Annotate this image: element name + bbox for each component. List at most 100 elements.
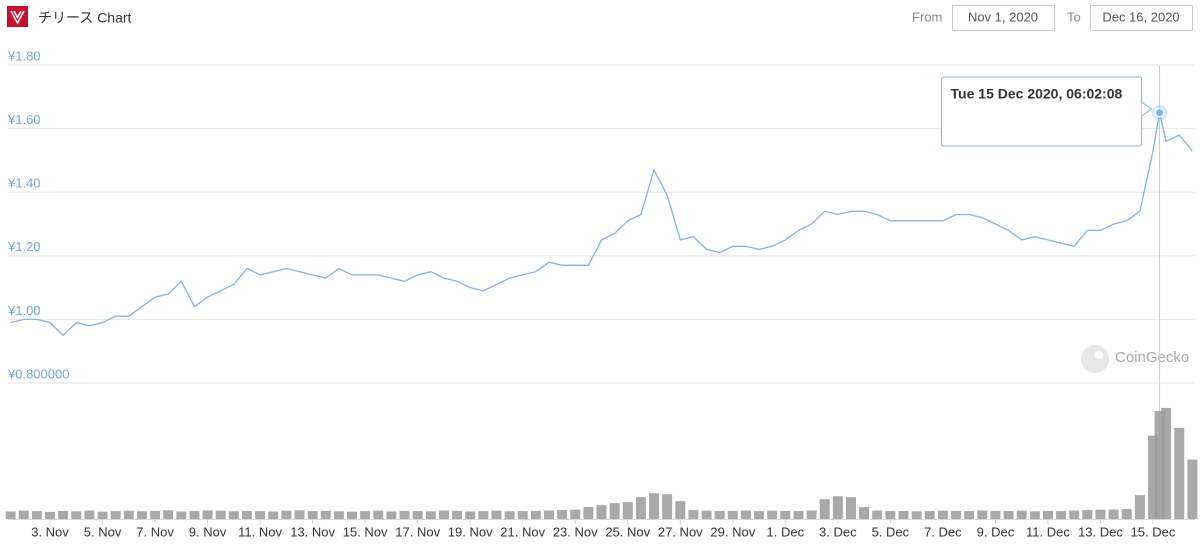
volume-bar [1029,511,1040,519]
volume-bar [530,510,541,519]
volume-bar [491,510,502,519]
volume-bar [714,511,725,519]
volume-bar [1134,495,1145,519]
logo-mark [10,10,25,25]
volume-bar [399,510,410,519]
x-tick-label: 13. Nov [290,524,335,539]
volume-bar [951,510,962,519]
x-tick-label: 23. Nov [553,524,598,539]
volume-bar [1161,407,1172,519]
from-input[interactable] [952,5,1055,31]
x-tick-label: 27. Nov [658,524,703,539]
x-tick-label: 15. Dec [1131,524,1176,539]
x-tick-label: 7. Nov [136,524,174,539]
y-tick-label: ¥1.40 [7,176,41,191]
volume-bar [412,511,423,519]
volume-bar [18,510,29,519]
watermark-icon-eye [1095,351,1103,359]
volume-bar [635,497,646,519]
x-tick-label: 25. Nov [605,524,650,539]
volume-bar [425,511,436,519]
volume-bar [71,511,82,519]
x-tick-label: 21. Nov [500,524,545,539]
volume-bar [543,510,554,519]
volume-bar [1016,510,1027,519]
x-tick-label: 13. Dec [1078,524,1123,539]
x-tick-label: 9. Dec [977,524,1015,539]
volume-bar [97,511,108,519]
from-date[interactable]: Nov 1, 2020 [968,9,1038,24]
volume-bar [320,510,331,519]
volume-bar [241,510,252,519]
x-tick-label: 29. Nov [710,524,755,539]
x-tick-label: 15. Nov [343,524,388,539]
volume-bar [1147,435,1158,519]
volume-bar [123,510,134,519]
volume-bar [110,511,121,519]
volume-bar [649,493,660,519]
to-label: To [1067,9,1081,24]
y-tick-label: ¥1.00 [7,303,41,318]
volume-bar [58,510,69,519]
volume-bar [504,511,515,519]
volume-bar [845,497,856,519]
y-tick-label: ¥1.20 [7,239,41,254]
volume-bar [872,510,883,519]
hover-point [1155,108,1165,118]
volume-bar [517,511,528,519]
x-tick-label: 17. Nov [395,524,440,539]
volume-bar [977,510,988,519]
volume-bar [386,511,397,519]
volume-bar [1069,510,1080,519]
x-tick-label: 11. Dec [1026,524,1070,539]
volume-bar [1095,509,1106,519]
volume-bar [832,496,843,519]
volume-bar [150,510,161,519]
volume-bar [1174,427,1185,519]
volume-bar [570,509,581,519]
to-input[interactable] [1090,5,1193,31]
volume-bar [793,511,804,519]
volume-bar [596,505,607,519]
volume-bar [990,510,1001,519]
x-tick-label: 3. Dec [819,524,857,539]
x-tick-label: 7. Dec [924,524,962,539]
volume-bar [701,510,712,519]
volume-bar [31,511,42,519]
volume-bar [885,511,896,519]
volume-bar [1056,511,1067,519]
x-tick-label: 5. Dec [872,524,910,539]
tooltip-pointer [1141,101,1153,117]
volume-bar [228,511,239,519]
from-label: From [912,9,942,24]
volume-bar [84,510,95,519]
volume-bar [347,511,358,519]
volume-bar [622,502,633,519]
volume-bar [583,507,594,519]
volume-bar [1003,511,1014,519]
volume-bar [307,511,318,519]
volume-bar [45,511,56,519]
volume-bar [819,499,830,519]
volume-bar [780,510,791,519]
x-tick-label: 1. Dec [767,524,805,539]
y-tick-label: ¥1.80 [7,48,41,63]
volume-bar [937,510,948,519]
volume-bar [163,510,174,519]
volume-bar [740,510,751,519]
volume-bar [438,510,449,519]
watermark-icon [1081,345,1109,373]
volume-bar [5,511,16,519]
volume-bar [255,511,266,519]
x-tick-label: 19. Nov [448,524,493,539]
volume-bar [333,511,344,519]
volume-bar [1187,459,1198,519]
to-date[interactable]: Dec 16, 2020 [1102,9,1179,24]
volume-bar [373,510,384,519]
volume-bar [924,511,935,519]
chart-title: チリース Chart [38,10,132,26]
volume-bar [202,510,213,519]
volume-bar [662,494,673,519]
